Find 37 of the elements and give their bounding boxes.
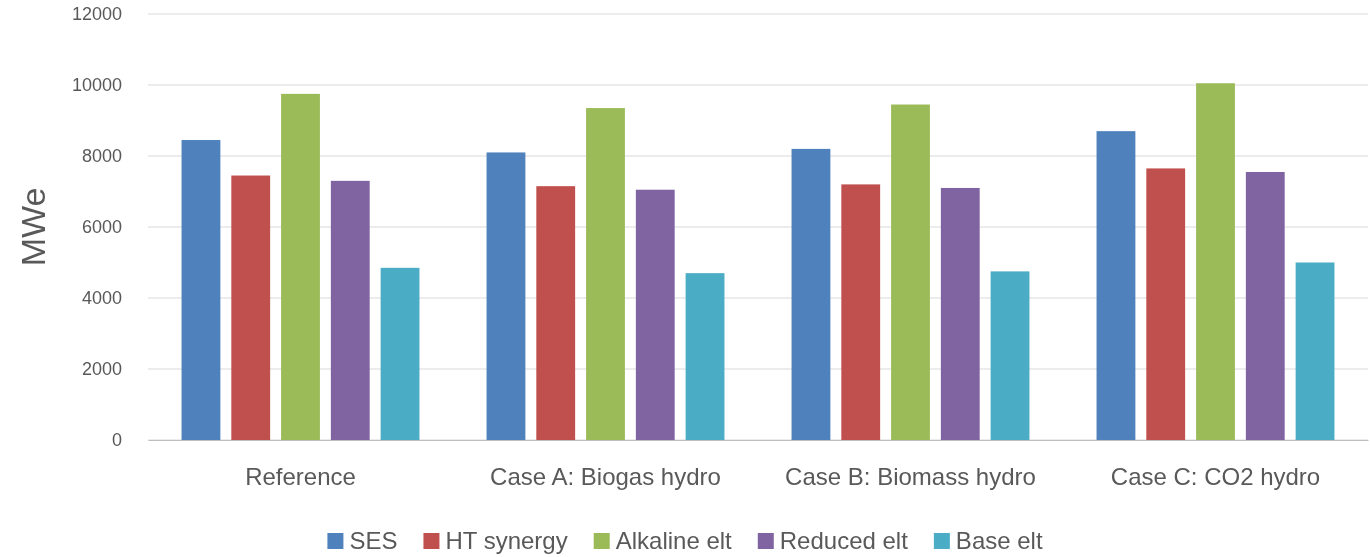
y-tick-label: 6000 (81, 217, 122, 238)
y-tick-label: 10000 (71, 75, 122, 96)
bar (891, 104, 930, 440)
y-tick-label: 8000 (81, 146, 122, 167)
bar (990, 271, 1030, 440)
bar (231, 175, 271, 440)
bar (281, 93, 320, 440)
bar (536, 186, 576, 440)
legend-label: SES (349, 527, 398, 554)
x-tick-label: Case C: CO2 hydro (1110, 463, 1321, 491)
x-tick-label: Reference (245, 463, 356, 491)
legend-label: Alkaline elt (615, 527, 733, 554)
bar (940, 187, 980, 440)
bar (586, 108, 625, 440)
x-tick-label: Case B: Biomass hydro (785, 463, 1036, 491)
bar (330, 180, 370, 440)
bar (181, 140, 221, 440)
bar (1295, 262, 1335, 440)
bar (635, 189, 675, 440)
bar (1146, 168, 1186, 440)
bar (685, 273, 725, 440)
x-tick-label: Case A: Biogas hydro (490, 463, 721, 491)
legend-label: Base elt (955, 527, 1043, 554)
y-tick-label: 2000 (81, 359, 122, 380)
bar (1196, 83, 1235, 440)
bar (791, 148, 831, 440)
bar (841, 184, 881, 440)
y-axis-title: MWe (14, 187, 52, 267)
bar (1096, 131, 1136, 440)
bar (1245, 171, 1285, 440)
y-tick-label: 4000 (81, 288, 122, 309)
legend-label: Reduced elt (779, 527, 909, 554)
bar (486, 152, 526, 440)
y-tick-label: 12000 (71, 4, 122, 25)
legend-label: HT synergy (445, 527, 568, 554)
bar (380, 267, 420, 440)
y-tick-label: 0 (111, 430, 122, 451)
